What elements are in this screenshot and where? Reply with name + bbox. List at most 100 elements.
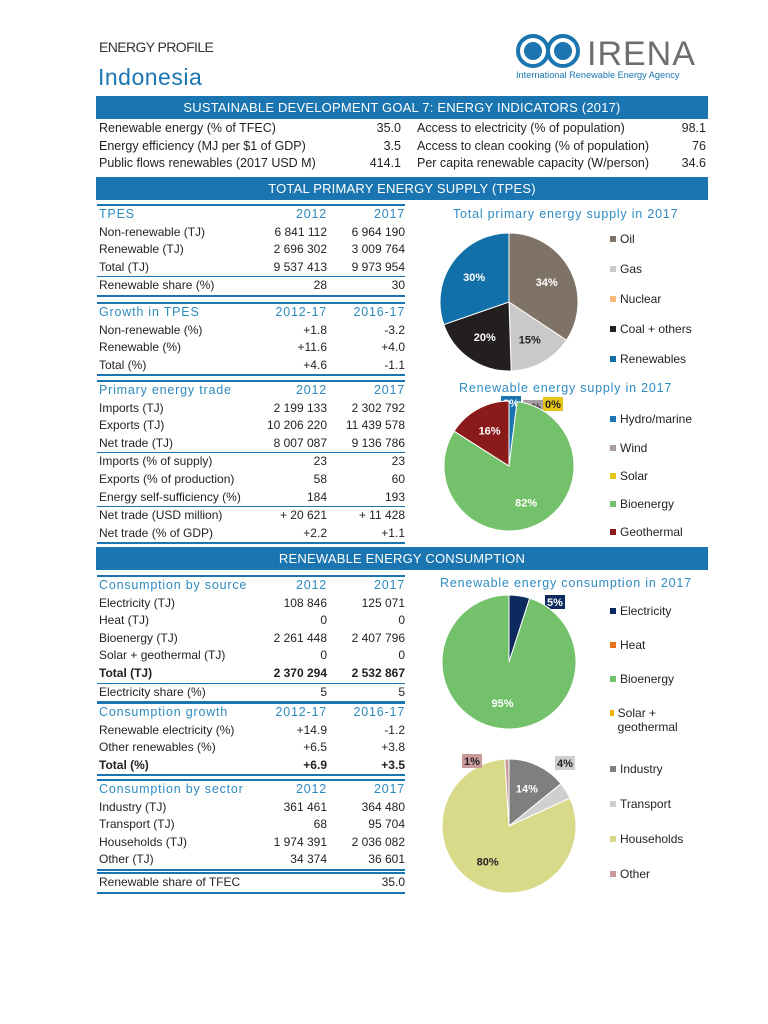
legend-swatch-icon bbox=[610, 529, 616, 535]
legend-label: Geothermal bbox=[620, 525, 683, 539]
table-header-col2: 2016-17 bbox=[353, 305, 405, 319]
legend-swatch-icon bbox=[610, 676, 616, 682]
data-label-box bbox=[543, 397, 563, 411]
table-header-col1: 2012 bbox=[295, 207, 327, 221]
country-title: Indonesia bbox=[98, 64, 203, 90]
legend-item: Nuclear bbox=[610, 292, 661, 306]
row-value-col1: 2 261 448 bbox=[273, 630, 327, 645]
indicator-label: Access to clean cooking (% of population… bbox=[417, 139, 650, 153]
row-value-col2: 2 302 792 bbox=[351, 400, 405, 415]
row-label: Households (TJ) bbox=[99, 834, 188, 849]
table-row: Bioenergy (TJ) 2 261 448 2 407 796 bbox=[97, 630, 405, 648]
row-value-col2: +3.8 bbox=[381, 740, 405, 755]
legend-label: Heat bbox=[620, 638, 646, 652]
table-cons-growth: Consumption growth 2012-17 2016-17 Renewabl… bbox=[97, 702, 405, 777]
row-value-col2: 9 973 954 bbox=[351, 259, 405, 274]
row-value-col1: 58 bbox=[313, 471, 327, 486]
data-label: 16% bbox=[479, 426, 501, 438]
data-label: 34% bbox=[536, 277, 558, 289]
legend-label: Oil bbox=[620, 232, 635, 246]
legend-item: Bioenergy bbox=[610, 672, 674, 686]
table-header-label: Consumption by sector bbox=[99, 782, 244, 796]
row-value-col1: +4.6 bbox=[303, 357, 327, 372]
legend-item: Geothermal bbox=[610, 525, 683, 539]
row-value-col1: 28 bbox=[313, 278, 327, 293]
chart-title: Renewable energy consumption in 2017 bbox=[440, 576, 692, 590]
logo-tagline: International Renewable Energy Agency bbox=[516, 70, 680, 80]
row-value-col2: 11 439 578 bbox=[345, 418, 405, 433]
indicator-label: Public flows renewables (2017 USD M) bbox=[99, 156, 316, 170]
table-row: Total (%) +6.9 +3.5 bbox=[97, 757, 405, 775]
row-label: Imports (% of supply) bbox=[99, 454, 213, 469]
legend-label: Other bbox=[620, 867, 651, 881]
table-row: Heat (TJ) 0 0 bbox=[97, 612, 405, 630]
legend-swatch-icon bbox=[610, 608, 616, 614]
row-label: Net trade (% of GDP) bbox=[99, 525, 214, 540]
table-header-col2: 2016-17 bbox=[353, 705, 405, 719]
row-label: Electricity share (%) bbox=[99, 684, 206, 699]
legend-swatch-icon bbox=[610, 296, 616, 302]
row-value-col1: +1.8 bbox=[303, 322, 327, 337]
legend-swatch-icon bbox=[610, 236, 616, 242]
row-value-col2: 30 bbox=[391, 278, 405, 293]
row-value-col2: -1.2 bbox=[384, 722, 405, 737]
legend-label: Solar bbox=[620, 469, 649, 483]
legend-label: Solar + geothermal bbox=[617, 706, 678, 734]
legend-item: Households bbox=[610, 832, 683, 846]
row-value-col2: 60 bbox=[391, 471, 405, 486]
legend-label: Electricity bbox=[620, 604, 672, 618]
table-row: Exports (TJ) 10 206 220 11 439 578 bbox=[97, 417, 405, 435]
table-growth-tpes: Growth in TPES 2012-17 2016-17 Non-renewabl… bbox=[97, 302, 405, 377]
table-header-col1: 2012-17 bbox=[275, 305, 327, 319]
table-row: Non-renewable (TJ) 6 841 112 6 964 190 bbox=[97, 224, 405, 242]
row-label: Renewable (TJ) bbox=[99, 242, 184, 257]
row-value-col1: 68 bbox=[313, 817, 327, 832]
indicator-value: 35.0 bbox=[376, 121, 401, 135]
row-label: Heat (TJ) bbox=[99, 613, 150, 628]
row-value-col1: 1 974 391 bbox=[273, 834, 327, 849]
row-value-col1: +6.5 bbox=[303, 740, 327, 755]
table-header-col2: 2017 bbox=[373, 207, 405, 221]
row-value-col1: 23 bbox=[313, 454, 327, 469]
row-value-col2: + 11 428 bbox=[358, 508, 405, 523]
legend-swatch-icon bbox=[610, 266, 616, 272]
legend-item: Bioenergy bbox=[610, 497, 674, 511]
row-value-col1: 10 206 220 bbox=[266, 418, 327, 433]
row-label: Renewable share of TFEC bbox=[99, 875, 241, 889]
row-value-col2: 6 964 190 bbox=[351, 224, 405, 239]
irena-logo: IRENA International Renewable Energy Age… bbox=[515, 33, 710, 83]
row-value-col2: 5 bbox=[398, 684, 405, 699]
row-value-col1: 5 bbox=[320, 684, 327, 699]
pie-slice-bioenergy bbox=[441, 594, 577, 730]
indicator-label: Access to electricity (% of population) bbox=[417, 121, 625, 135]
row-value-col2: 364 480 bbox=[361, 799, 405, 814]
table-header-row: TPES 2012 2017 bbox=[97, 206, 405, 224]
data-label: 0% bbox=[545, 399, 561, 411]
data-label: 82% bbox=[515, 497, 537, 509]
row-label: Electricity (TJ) bbox=[99, 595, 175, 610]
legend-swatch-icon bbox=[610, 473, 616, 479]
row-label: Total (TJ) bbox=[99, 259, 150, 274]
table-row: Solar + geothermal (TJ) 0 0 bbox=[97, 647, 405, 665]
legend-swatch-icon bbox=[610, 501, 616, 507]
table-row: Total (%) +4.6 -1.1 bbox=[97, 357, 405, 375]
row-value-col1: 2 199 133 bbox=[273, 400, 327, 415]
legend-item: Electricity bbox=[610, 604, 671, 618]
logo-wordmark: IRENA bbox=[587, 35, 696, 73]
irena-globe-icon: IRENA International Renewable Energy Age… bbox=[516, 34, 696, 80]
legend-swatch-icon bbox=[610, 642, 616, 648]
row-value-col1: 108 846 bbox=[283, 595, 327, 610]
sdg-section-bar: SUSTAINABLE DEVELOPMENT GOAL 7: ENERGY I… bbox=[96, 96, 708, 119]
row-value-col2: 2 407 796 bbox=[351, 630, 405, 645]
table-row: Renewable electricity (%) +14.9 -1.2 bbox=[97, 722, 405, 740]
row-label: Total (TJ) bbox=[99, 665, 153, 680]
legend-swatch-icon bbox=[610, 801, 616, 807]
legend-item: Renewables bbox=[610, 352, 686, 366]
pie-slice-gas bbox=[508, 301, 568, 372]
table-header-label: Primary energy trade bbox=[99, 383, 232, 397]
legend-label: Nuclear bbox=[620, 292, 662, 306]
row-value-col1: 6 841 112 bbox=[274, 224, 328, 239]
row-value-col2: 3 009 764 bbox=[351, 242, 405, 257]
data-label-box bbox=[462, 754, 482, 768]
